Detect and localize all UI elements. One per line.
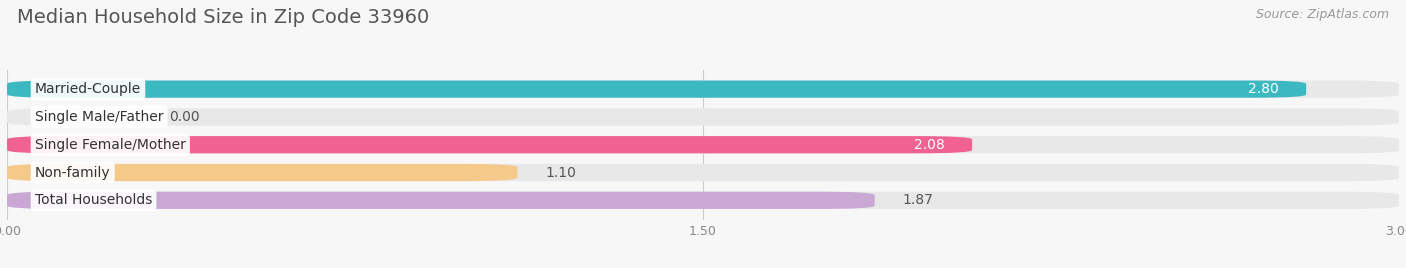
- Text: Married-Couple: Married-Couple: [35, 82, 141, 96]
- FancyBboxPatch shape: [7, 80, 1306, 98]
- Text: Single Female/Mother: Single Female/Mother: [35, 138, 186, 152]
- Text: Median Household Size in Zip Code 33960: Median Household Size in Zip Code 33960: [17, 8, 429, 27]
- FancyBboxPatch shape: [7, 192, 875, 209]
- FancyBboxPatch shape: [7, 136, 1399, 153]
- FancyBboxPatch shape: [7, 108, 1399, 125]
- FancyBboxPatch shape: [7, 164, 517, 181]
- Text: 1.10: 1.10: [546, 166, 576, 180]
- FancyBboxPatch shape: [7, 80, 1399, 98]
- FancyBboxPatch shape: [7, 164, 1399, 181]
- Text: 2.08: 2.08: [914, 138, 945, 152]
- Text: Source: ZipAtlas.com: Source: ZipAtlas.com: [1256, 8, 1389, 21]
- Text: 0.00: 0.00: [170, 110, 200, 124]
- Text: 2.80: 2.80: [1247, 82, 1278, 96]
- Text: Single Male/Father: Single Male/Father: [35, 110, 163, 124]
- Text: Total Households: Total Households: [35, 193, 152, 207]
- FancyBboxPatch shape: [7, 192, 1399, 209]
- FancyBboxPatch shape: [7, 136, 972, 153]
- Text: Non-family: Non-family: [35, 166, 111, 180]
- Text: 1.87: 1.87: [903, 193, 934, 207]
